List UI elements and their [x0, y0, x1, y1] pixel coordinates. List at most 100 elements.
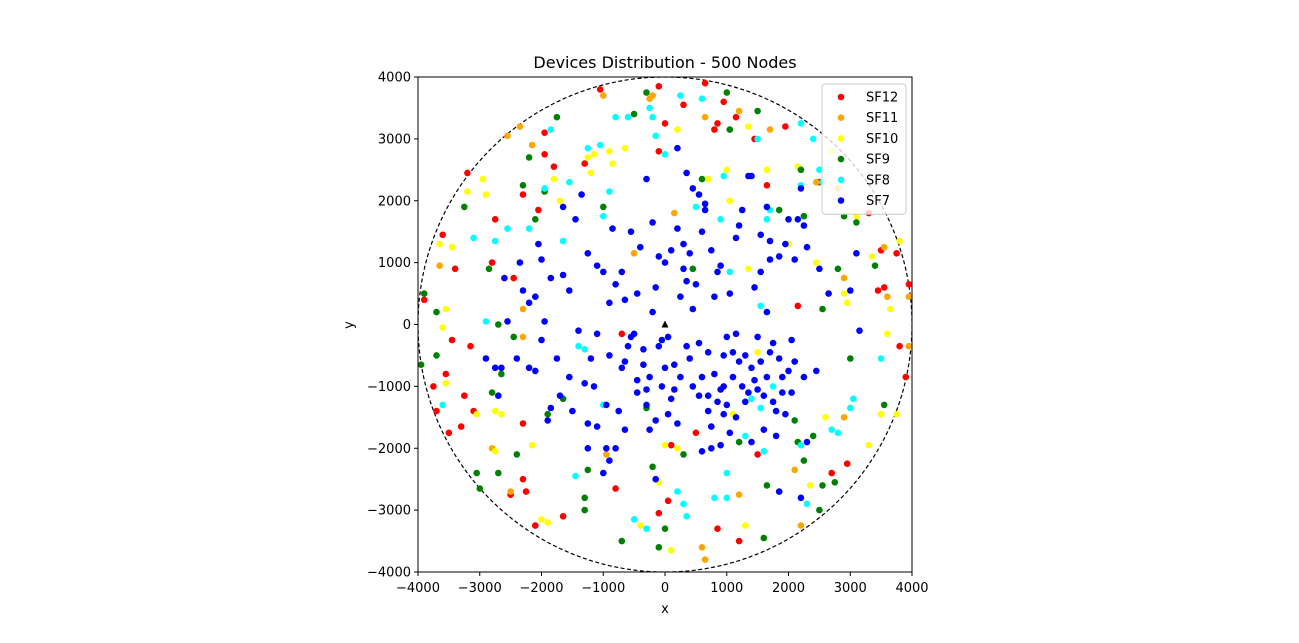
legend-marker-sf10 — [837, 135, 845, 142]
point-sf8 — [559, 237, 567, 245]
point-sf11 — [436, 262, 443, 270]
point-sf7 — [726, 290, 734, 297]
x-tick-label: −3000 — [458, 581, 502, 596]
point-sf11 — [671, 209, 678, 217]
point-sf9 — [819, 482, 826, 489]
point-sf7 — [745, 389, 752, 396]
point-sf10 — [893, 410, 900, 418]
point-sf7 — [708, 445, 715, 452]
point-sf12 — [433, 407, 440, 415]
point-sf7 — [769, 339, 777, 347]
point-sf12 — [714, 525, 721, 532]
point-sf7 — [803, 438, 811, 446]
point-sf8 — [742, 432, 749, 440]
point-sf12 — [711, 126, 718, 133]
point-sf7 — [566, 287, 573, 294]
point-sf7 — [853, 250, 860, 257]
point-sf10 — [544, 519, 551, 526]
point-sf11 — [905, 342, 912, 350]
point-sf10 — [637, 522, 644, 529]
point-sf7 — [593, 423, 601, 430]
point-sf10 — [528, 441, 536, 449]
y-tick-label: −2000 — [367, 442, 411, 457]
point-sf7 — [772, 407, 780, 415]
point-sf10 — [556, 197, 564, 205]
point-sf12 — [843, 460, 851, 468]
point-sf7 — [658, 336, 666, 344]
point-sf7 — [708, 423, 715, 430]
point-sf7 — [760, 392, 768, 400]
point-sf7 — [491, 364, 499, 372]
point-sf7 — [748, 438, 755, 446]
point-sf7 — [757, 231, 764, 239]
point-sf7 — [791, 256, 798, 263]
point-sf10 — [865, 441, 873, 449]
point-sf7 — [525, 299, 533, 307]
point-sf12 — [461, 392, 468, 400]
point-sf12 — [664, 497, 672, 505]
point-sf12 — [618, 330, 626, 338]
y-tick-label: 1000 — [378, 256, 411, 271]
point-sf7 — [757, 268, 764, 276]
point-sf11 — [504, 132, 511, 140]
point-sf7 — [717, 386, 724, 393]
point-sf12 — [612, 485, 619, 492]
point-sf10 — [436, 240, 443, 248]
point-sf7 — [738, 383, 746, 390]
point-sf7 — [698, 228, 706, 235]
point-sf7 — [708, 247, 715, 254]
point-sf7 — [553, 355, 561, 362]
point-sf7 — [661, 259, 669, 266]
point-sf7 — [633, 389, 641, 396]
point-sf12 — [661, 120, 669, 127]
y-axis-label: y — [342, 321, 357, 329]
point-sf7 — [711, 370, 718, 378]
point-sf8 — [877, 355, 885, 362]
point-sf7 — [717, 441, 724, 449]
point-sf7 — [559, 203, 567, 211]
point-sf11 — [603, 451, 610, 458]
point-sf12 — [451, 265, 459, 273]
point-sf7 — [569, 407, 576, 415]
point-sf7 — [779, 389, 786, 396]
point-sf7 — [704, 407, 712, 415]
point-sf9 — [775, 206, 783, 214]
point-sf7 — [584, 420, 592, 427]
point-sf7 — [698, 448, 706, 455]
point-sf7 — [621, 426, 629, 434]
y-tick-label: −3000 — [367, 504, 411, 519]
point-sf7 — [652, 475, 659, 483]
point-sf8 — [547, 126, 555, 133]
point-sf8 — [757, 302, 764, 310]
point-sf8 — [760, 448, 768, 455]
point-sf7 — [763, 373, 771, 381]
point-sf12 — [735, 537, 743, 545]
point-sf7 — [766, 237, 774, 245]
point-sf8 — [720, 172, 727, 180]
point-sf11 — [791, 466, 798, 474]
point-sf7 — [501, 274, 508, 282]
point-sf12 — [550, 163, 558, 170]
point-sf9 — [495, 321, 502, 328]
point-sf7 — [643, 175, 650, 183]
point-sf7 — [600, 268, 607, 276]
point-sf9 — [584, 466, 592, 474]
point-sf9 — [831, 479, 839, 486]
point-sf8 — [566, 178, 573, 186]
point-sf12 — [893, 250, 900, 257]
point-sf7 — [603, 401, 610, 409]
point-sf7 — [655, 342, 663, 350]
point-sf7 — [532, 367, 539, 375]
point-sf7 — [729, 349, 737, 356]
x-axis-label: x — [661, 602, 669, 617]
point-sf8 — [649, 113, 656, 121]
point-sf7 — [698, 373, 706, 381]
point-sf7 — [732, 414, 740, 421]
point-sf7 — [627, 333, 635, 341]
point-sf9 — [485, 265, 493, 273]
point-sf7 — [856, 327, 863, 335]
point-sf12 — [794, 302, 802, 310]
legend-label-sf12: SF12 — [866, 91, 898, 106]
point-sf7 — [695, 191, 703, 198]
point-sf7 — [667, 395, 675, 403]
